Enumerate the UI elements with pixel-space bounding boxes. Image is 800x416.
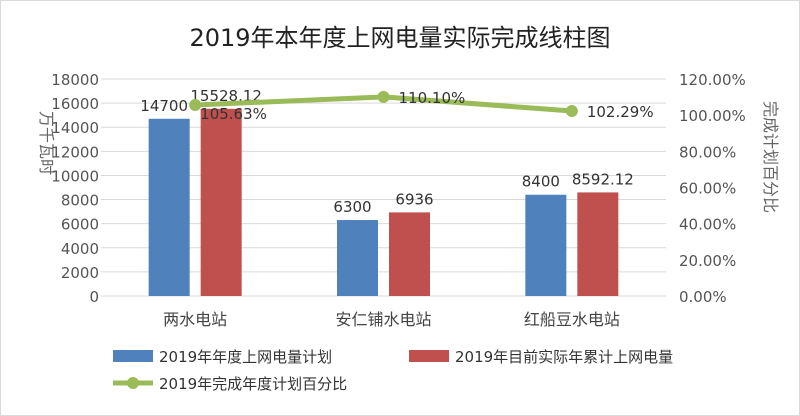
y-tick-label: 18000 <box>51 71 99 89</box>
legend-label: 2019年完成年度计划百分比 <box>159 375 347 393</box>
y2-axis-label: 完成计划百分比 <box>761 101 780 213</box>
line-point <box>189 98 202 111</box>
bar-actual <box>200 108 242 296</box>
y-tick-label: 0 <box>89 288 99 306</box>
legend-label: 2019年年度上网电量计划 <box>159 348 332 366</box>
bar-actual <box>389 212 430 296</box>
chart-title: 2019年本年度上网电量实际完成线柱图 <box>189 24 610 52</box>
data-label: 8592.12 <box>572 170 634 188</box>
data-label: 8400 <box>522 173 560 191</box>
data-label: 6936 <box>395 190 433 208</box>
legend-marker <box>127 377 139 389</box>
y-tick-label: 6000 <box>61 216 99 234</box>
y-tick-label: 14000 <box>51 119 99 137</box>
data-label: 14700 <box>140 97 188 115</box>
y-tick-label: 16000 <box>51 95 99 113</box>
y2-tick-label: 40.00% <box>679 216 736 234</box>
legend-label: 2019年目前实际年累计上网电量 <box>455 348 673 366</box>
x-tick-label: 安仁铺水电站 <box>335 310 431 329</box>
y2-tick-label: 100.00% <box>679 107 746 125</box>
line-point <box>565 105 578 118</box>
y-tick-label: 8000 <box>61 192 99 210</box>
y2-tick-label: 80.00% <box>679 143 736 161</box>
y2-tick-label: 20.00% <box>679 252 736 270</box>
legend-swatch <box>113 350 153 362</box>
y-axis-label: 万千瓦时 <box>37 111 56 175</box>
bar-plan <box>148 118 190 297</box>
line-data-label: 110.10% <box>399 89 466 107</box>
line-data-label: 102.29% <box>587 103 654 121</box>
y-tick-label: 10000 <box>51 167 99 185</box>
x-tick-label: 红船豆水电站 <box>524 310 620 329</box>
bar-plan <box>525 194 567 296</box>
y2-tick-label: 0.00% <box>679 288 727 306</box>
data-label: 15528.12 <box>190 87 262 105</box>
line-point <box>377 90 390 103</box>
y2-tick-label: 60.00% <box>679 180 736 198</box>
y-tick-label: 4000 <box>61 240 99 258</box>
bar-plan <box>337 220 378 296</box>
y2-tick-label: 120.00% <box>679 71 746 89</box>
y-tick-label: 12000 <box>51 143 99 161</box>
bar-actual <box>577 192 619 296</box>
data-label: 6300 <box>333 198 371 216</box>
line-data-label: 105.63% <box>200 105 267 123</box>
x-tick-label: 两水电站 <box>163 310 227 329</box>
y-tick-label: 2000 <box>61 264 99 282</box>
legend-swatch <box>409 350 449 362</box>
